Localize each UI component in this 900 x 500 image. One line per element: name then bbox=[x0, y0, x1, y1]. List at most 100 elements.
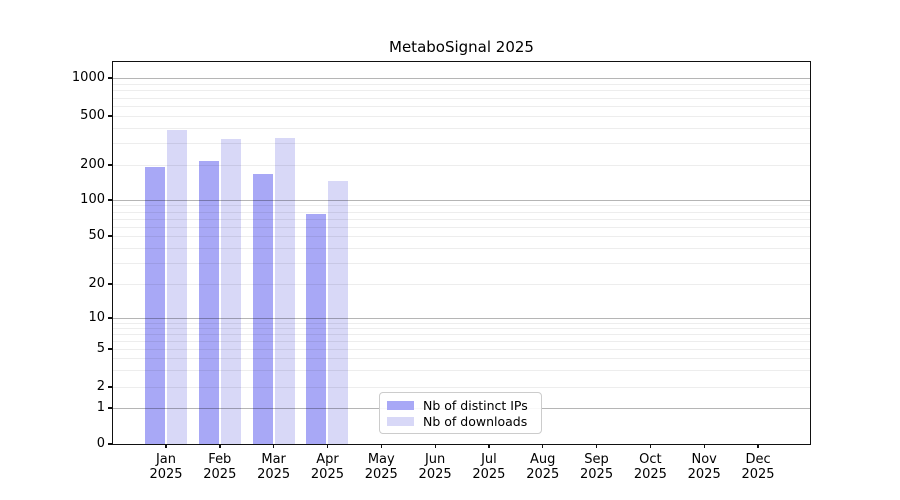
x-tick-mark bbox=[219, 444, 221, 448]
x-tick-label-sep: Sep 2025 bbox=[567, 452, 627, 482]
gridline-minor bbox=[113, 387, 810, 388]
x-tick-mark bbox=[542, 444, 544, 448]
x-tick-mark bbox=[488, 444, 490, 448]
y-tick-label: 500 bbox=[80, 108, 105, 123]
y-tick-label: 5 bbox=[96, 341, 105, 356]
legend-entry-downloads: Nb of downloads bbox=[387, 413, 533, 429]
y-tick-mark bbox=[108, 317, 112, 319]
gridline-minor bbox=[113, 349, 810, 350]
x-tick-year: 2025 bbox=[364, 467, 398, 482]
y-tick-mark bbox=[108, 407, 112, 409]
x-tick-mark bbox=[595, 444, 598, 448]
y-tick-label: 100 bbox=[80, 192, 105, 207]
gridline-minor bbox=[113, 143, 810, 145]
x-tick-label-jun: Jun 2025 bbox=[405, 452, 465, 482]
x-tick-mark bbox=[703, 444, 705, 448]
gridline-minor bbox=[113, 83, 810, 85]
bar-distinct-ips-feb bbox=[198, 160, 219, 444]
x-tick-mark bbox=[380, 444, 382, 448]
x-tick-label-aug: Aug 2025 bbox=[513, 452, 573, 482]
gridline-minor bbox=[113, 284, 810, 285]
gridline-minor bbox=[113, 211, 810, 213]
bar-distinct-ips-mar bbox=[252, 173, 273, 444]
gridline-minor bbox=[113, 90, 810, 92]
legend-label-distinct-ips: Nb of distinct IPs bbox=[423, 397, 528, 413]
y-tick-mark bbox=[108, 443, 112, 445]
x-tick-mark bbox=[273, 444, 275, 448]
legend-swatch-distinct-ips bbox=[387, 400, 414, 410]
x-tick-mark bbox=[165, 444, 167, 448]
y-tick-mark bbox=[108, 115, 112, 117]
gridline-minor bbox=[113, 97, 810, 99]
plot-area bbox=[113, 62, 810, 444]
gridline-minor bbox=[113, 370, 810, 372]
x-tick-label-jul: Jul 2025 bbox=[459, 452, 519, 482]
gridline-minor bbox=[113, 327, 810, 329]
x-tick-year: 2025 bbox=[526, 467, 560, 482]
legend-entry-distinct-ips: Nb of distinct IPs bbox=[387, 397, 533, 413]
y-tick-mark bbox=[108, 348, 112, 350]
bar-downloads-mar bbox=[274, 138, 295, 444]
y-tick-label: 10 bbox=[88, 310, 105, 325]
gridline-minor bbox=[113, 127, 810, 129]
gridline-minor bbox=[113, 322, 810, 324]
gridline-minor bbox=[113, 358, 810, 360]
gridline-minor bbox=[113, 236, 810, 237]
gridline-minor bbox=[113, 116, 810, 117]
gridline-minor bbox=[113, 340, 810, 342]
y-tick-label: 20 bbox=[88, 276, 105, 291]
x-tick-year: 2025 bbox=[633, 467, 667, 482]
gridline-minor bbox=[113, 165, 810, 166]
gridline-major bbox=[113, 78, 810, 79]
legend-swatch-downloads bbox=[387, 416, 414, 426]
x-tick-label-may: May 2025 bbox=[351, 452, 411, 482]
legend: Nb of distinct IPs Nb of downloads bbox=[379, 392, 542, 434]
bar-downloads-jan bbox=[167, 130, 187, 444]
x-tick-year: 2025 bbox=[580, 467, 614, 482]
bar-distinct-ips-jan bbox=[145, 166, 165, 444]
y-tick-mark bbox=[108, 235, 112, 237]
chart-title: MetaboSignal 2025 bbox=[389, 38, 534, 56]
gridline-minor bbox=[113, 247, 810, 249]
gridline-minor bbox=[113, 333, 810, 335]
x-tick-label-nov: Nov 2025 bbox=[674, 452, 734, 482]
x-tick-mark bbox=[649, 444, 652, 448]
x-tick-label-apr: Apr 2025 bbox=[297, 452, 357, 482]
x-tick-year: 2025 bbox=[472, 467, 506, 482]
y-tick-label: 2 bbox=[96, 379, 105, 394]
gridline-minor bbox=[113, 205, 810, 207]
x-tick-label-mar: Mar 2025 bbox=[244, 452, 304, 482]
x-tick-label-dec: Dec 2025 bbox=[728, 452, 788, 482]
y-tick-label: 1 bbox=[96, 400, 105, 415]
gridline-minor bbox=[113, 218, 810, 220]
x-tick-year: 2025 bbox=[310, 467, 344, 482]
x-tick-mark bbox=[434, 444, 436, 448]
gridline-minor bbox=[113, 262, 810, 264]
x-tick-label-oct: Oct 2025 bbox=[620, 452, 680, 482]
y-tick-mark bbox=[108, 164, 112, 166]
y-tick-label: 50 bbox=[88, 228, 105, 243]
x-tick-mark bbox=[757, 444, 759, 448]
gridline-major bbox=[113, 318, 810, 319]
y-tick-label: 1000 bbox=[71, 70, 105, 85]
gridline-major bbox=[113, 200, 810, 201]
x-tick-year: 2025 bbox=[203, 467, 237, 482]
gridline-minor bbox=[113, 106, 810, 107]
x-tick-label-feb: Feb 2025 bbox=[190, 452, 250, 482]
x-tick-year: 2025 bbox=[257, 467, 291, 482]
x-tick-year: 2025 bbox=[418, 467, 452, 482]
gridline-minor bbox=[113, 226, 810, 228]
y-tick-mark bbox=[108, 386, 112, 388]
y-tick-mark bbox=[108, 283, 112, 285]
y-tick-label: 0 bbox=[96, 436, 105, 451]
x-tick-year: 2025 bbox=[741, 467, 775, 482]
y-tick-mark bbox=[108, 77, 112, 79]
bar-downloads-feb bbox=[220, 138, 241, 444]
legend-label-downloads: Nb of downloads bbox=[423, 413, 528, 429]
x-tick-mark bbox=[326, 444, 329, 448]
x-tick-year: 2025 bbox=[149, 467, 183, 482]
y-tick-mark bbox=[108, 199, 112, 201]
bar-downloads-apr bbox=[328, 180, 349, 444]
bar-distinct-ips-apr bbox=[306, 213, 327, 444]
